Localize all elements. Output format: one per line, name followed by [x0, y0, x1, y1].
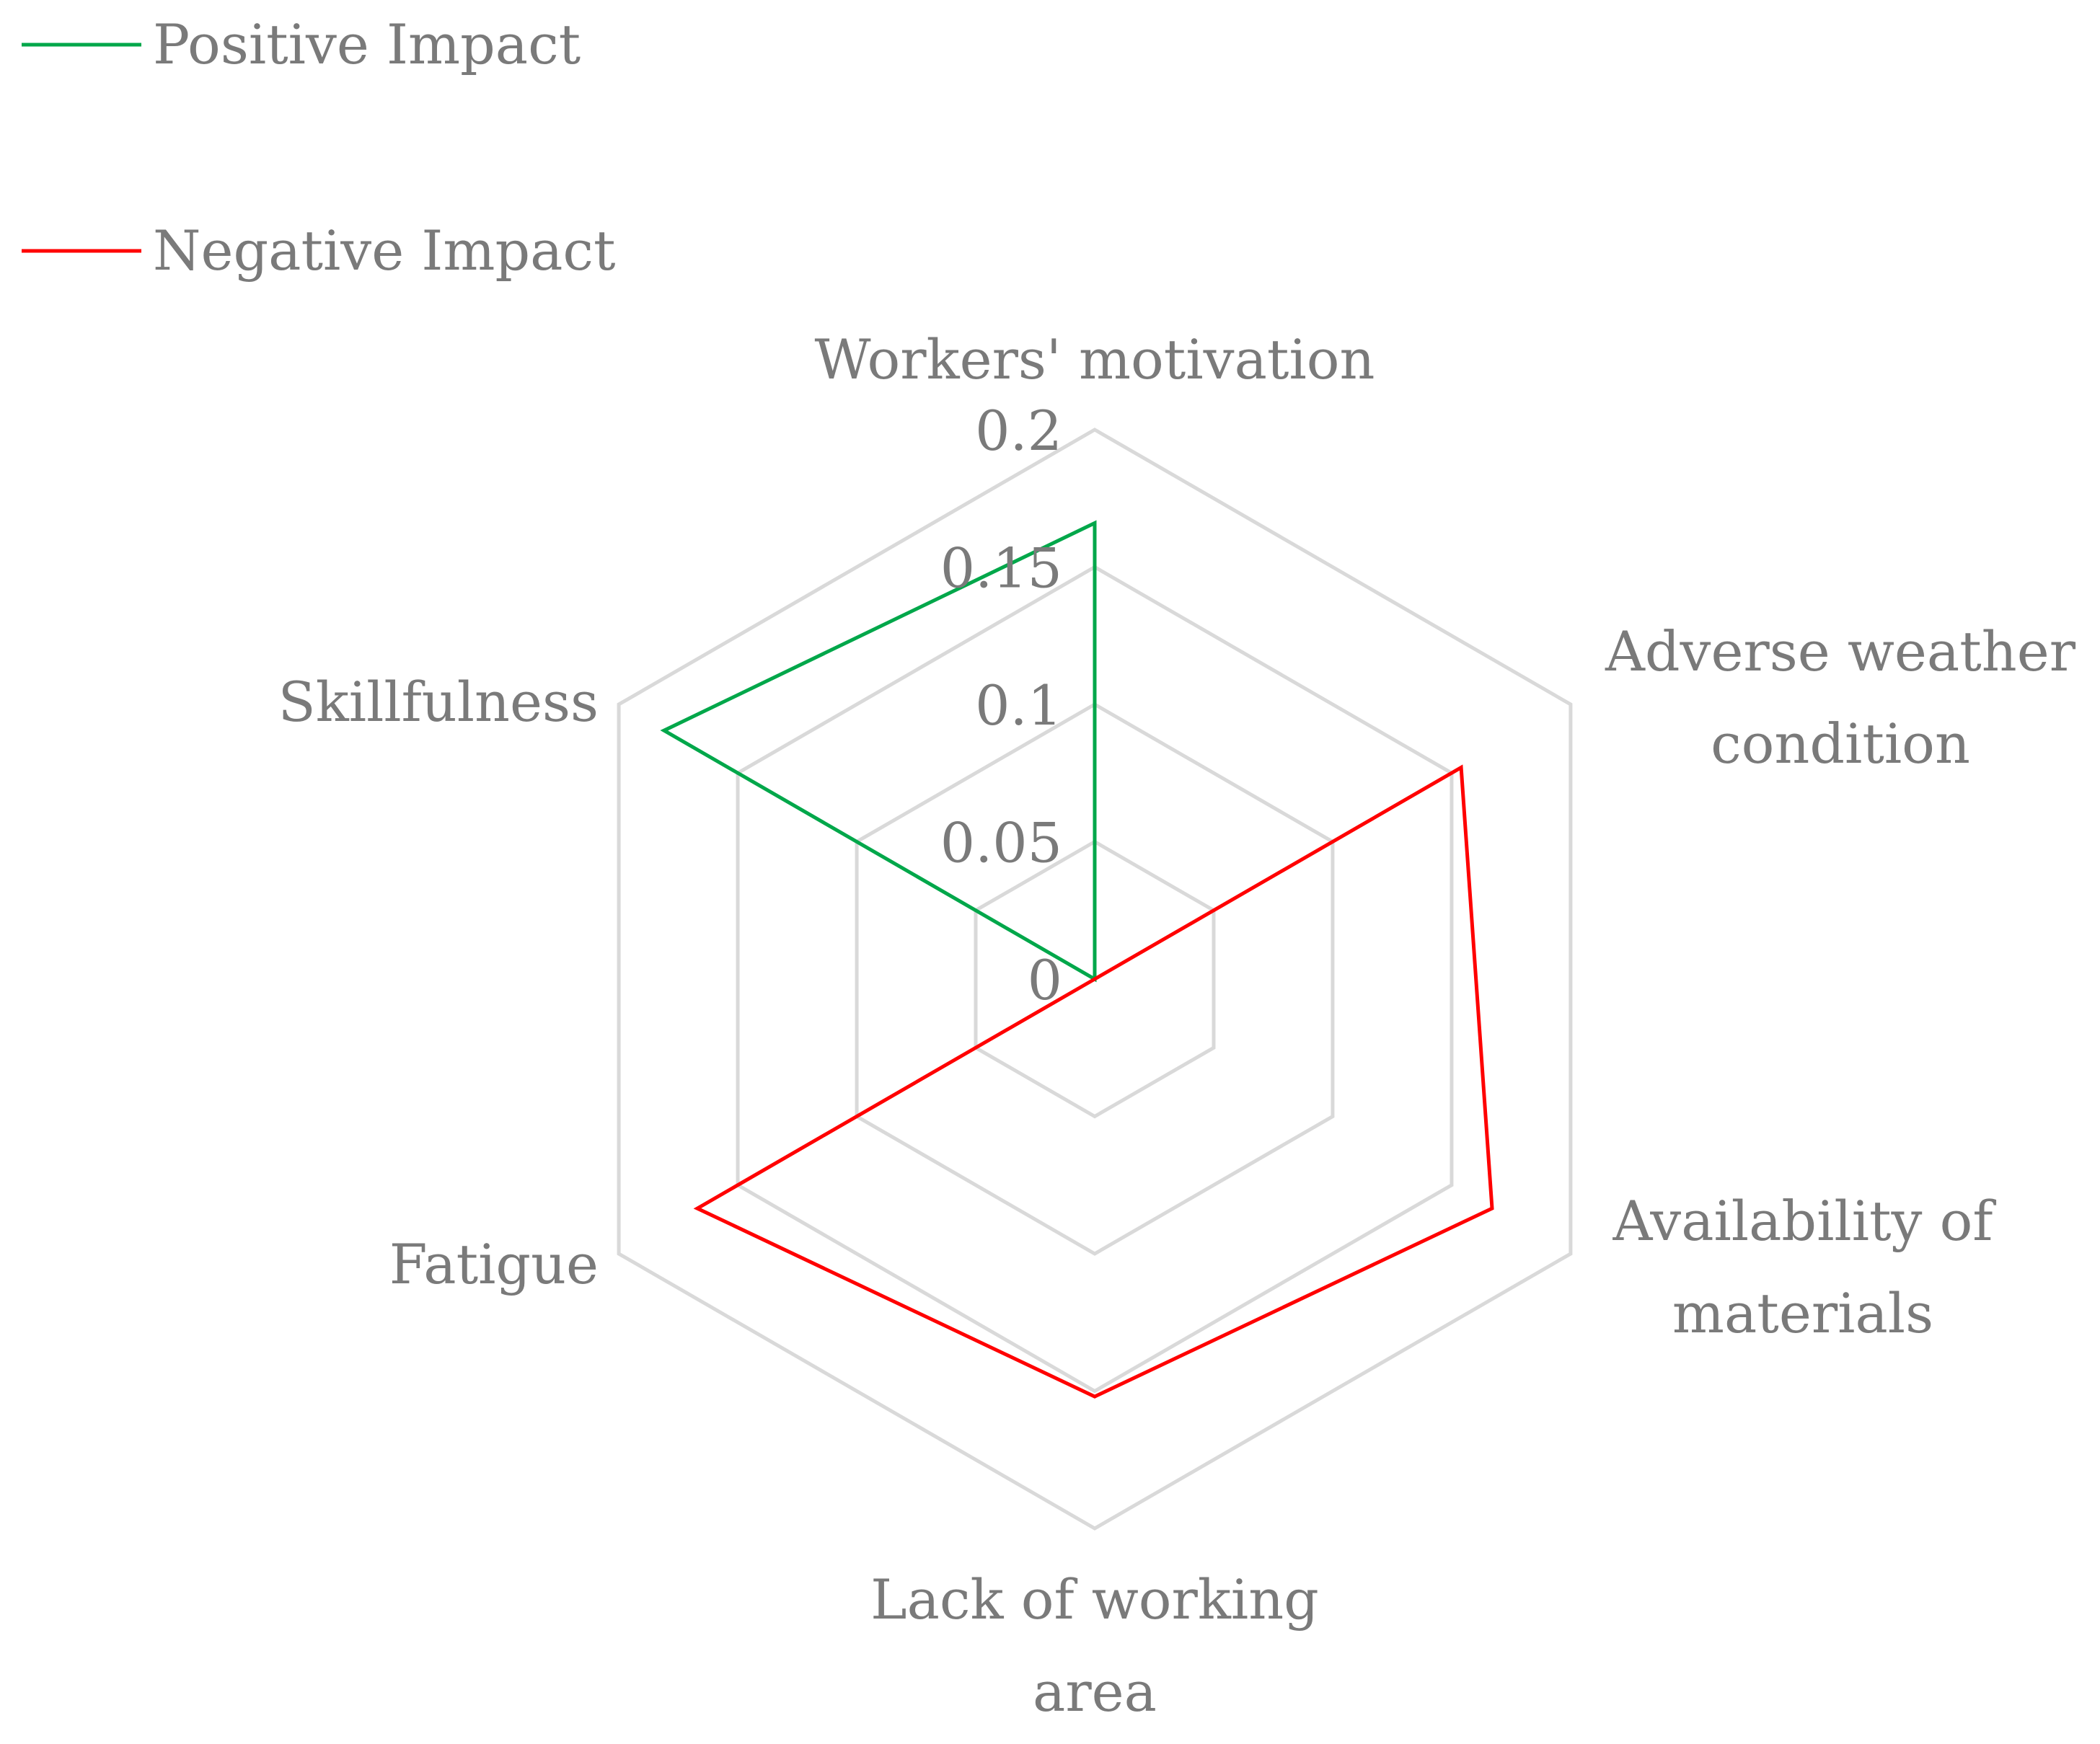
legend-label: Negative Impact — [153, 218, 616, 283]
category-label-line: Adverse weather — [1605, 619, 2076, 683]
grid-ring — [617, 428, 1573, 1531]
category-label-line: condition — [1711, 712, 1970, 776]
radial-tick-label: 0.05 — [940, 811, 1062, 875]
series-line-negative-impact — [693, 764, 1494, 1399]
radial-tick-label: 0.2 — [975, 399, 1062, 463]
legend-item-negative-impact: Negative Impact — [22, 218, 616, 283]
category-label-line: Lack of working — [870, 1567, 1319, 1632]
category-label-line: area — [1033, 1660, 1157, 1724]
category-labels: Workers' motivation Adverse weather condit… — [278, 327, 2076, 1724]
legend-label: Positive Impact — [153, 12, 581, 76]
radial-tick-label: 0.1 — [975, 673, 1062, 738]
category-label-line: Fatigue — [389, 1232, 599, 1296]
radial-tick-labels: 0 0.05 0.1 0.15 0.2 — [940, 399, 1062, 1012]
category-label-line: Skillfulness — [278, 670, 599, 734]
category-label-line: materials — [1672, 1281, 1933, 1345]
category-label-line: Workers' motivation — [815, 327, 1375, 391]
series-line-positive-impact — [660, 520, 1097, 983]
legend: Positive Impact Negative Impact — [22, 12, 616, 283]
category-label: Availability of materials — [1612, 1189, 1996, 1345]
radial-tick-label: 0 — [1028, 948, 1062, 1012]
category-label-line: Availability of — [1612, 1189, 1996, 1253]
category-label: Skillfulness — [278, 670, 599, 734]
category-label: Workers' motivation — [815, 327, 1375, 391]
category-label: Fatigue — [389, 1232, 599, 1296]
radial-tick-label: 0.15 — [940, 536, 1062, 601]
radar-series — [660, 520, 1494, 1399]
legend-item-positive-impact: Positive Impact — [22, 12, 581, 76]
category-label: Lack of working area — [870, 1567, 1319, 1724]
category-label: Adverse weather condition — [1605, 619, 2076, 776]
